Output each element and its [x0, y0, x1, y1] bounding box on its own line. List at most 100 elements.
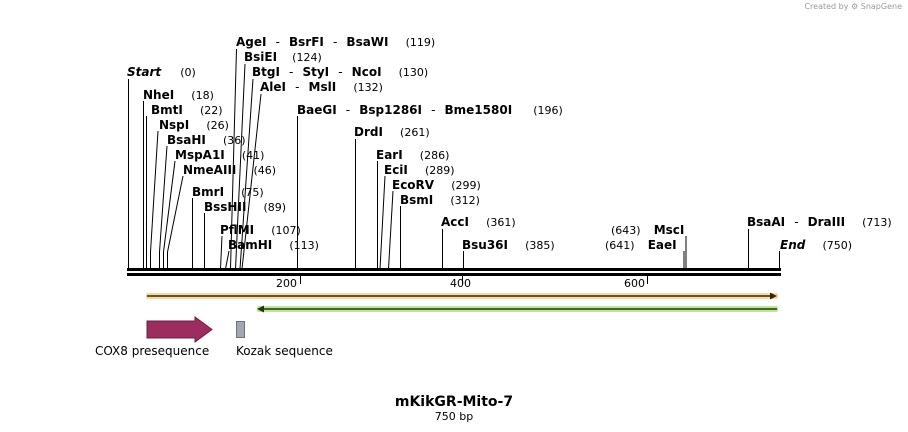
site-agei-sep-1: -: [276, 35, 280, 49]
site-pflmi-pos: (107): [271, 224, 301, 237]
site-bsu36i-name: Bsu36I: [462, 238, 508, 252]
site-bamhi[interactable]: BamHI (113): [228, 234, 319, 253]
site-drdi-name: DrdI: [354, 125, 383, 139]
snapgene-logo-icon: ⚙: [851, 2, 859, 11]
site-ecorv-name: EcoRV: [392, 178, 435, 192]
leader-btgi: [239, 78, 254, 270]
site-btgi-sep-2: -: [338, 65, 342, 79]
site-bamhi-pos: (113): [289, 239, 319, 252]
tick-label-400: 400: [450, 277, 471, 290]
site-start-name: Start: [127, 65, 162, 79]
site-alei-pos: (132): [353, 81, 383, 94]
site-drdi[interactable]: DrdI (261): [354, 121, 430, 140]
site-agei-pos: (119): [406, 36, 436, 49]
site-bmti-name: BmtI: [151, 103, 183, 117]
feature-cox8-presequence[interactable]: COX8 presequence: [95, 316, 213, 358]
site-nhei[interactable]: NheI (18): [143, 84, 214, 103]
map-length: 750 bp: [435, 410, 473, 423]
site-mspa1i-pos: (41): [242, 149, 265, 162]
site-leader-lines: [128, 48, 780, 270]
site-nmeaiii[interactable]: NmeAIII (46): [183, 159, 276, 178]
site-bsmi[interactable]: BsmI (312): [400, 189, 480, 208]
leader-bsiei: [235, 63, 246, 270]
sequence-backbone: [127, 268, 781, 276]
site-baegi-name-2: Bsp1286I: [359, 103, 422, 117]
site-bsu36i[interactable]: Bsu36I (385): [462, 234, 555, 253]
site-bsaai-sep: -: [794, 215, 798, 229]
site-bmti[interactable]: BmtI (22): [151, 99, 223, 118]
site-bsahi[interactable]: BsaHI (36): [167, 129, 246, 148]
site-bsaai-pos: (713): [862, 216, 892, 229]
site-bsshii-pos: (89): [264, 201, 287, 214]
site-ecii-name: EciI: [384, 163, 408, 177]
credit-brand: SnapGene: [860, 2, 902, 11]
site-eaei[interactable]: (641) EaeI: [605, 234, 677, 253]
leader-agei: [230, 48, 237, 270]
site-end-pos: (750): [822, 239, 852, 252]
backbone-bottom-strand: [127, 273, 781, 276]
site-bsahi-pos: (36): [223, 134, 246, 147]
site-bsshii[interactable]: BssHII (89): [204, 196, 286, 215]
site-agei-sep-2: -: [333, 35, 337, 49]
site-eari-pos: (286): [420, 149, 450, 162]
site-acci[interactable]: AccI (361): [441, 211, 516, 230]
site-btgi-name-2: StyI: [302, 65, 329, 79]
site-start[interactable]: Start (0): [127, 61, 196, 80]
site-eari[interactable]: EarI (286): [376, 144, 449, 163]
site-drdi-pos: (261): [400, 126, 430, 139]
site-btgi-pos: (130): [399, 66, 429, 79]
tick-label-600: 600: [624, 277, 645, 290]
green-strand[interactable]: [257, 305, 778, 313]
site-msci-pos: (643): [611, 224, 641, 237]
site-baegi-name-1: BaeGI: [297, 103, 337, 117]
site-end[interactable]: End (750): [780, 234, 852, 253]
site-bmti-pos: (22): [200, 104, 223, 117]
snapgene-credit: Created by ⚙ SnapGene: [804, 2, 902, 11]
site-alei-sep: -: [295, 80, 299, 94]
site-bsaai-name-1: BsaAI: [747, 215, 785, 229]
backbone-top-strand: [127, 268, 781, 271]
site-bsiei[interactable]: BsiEI (124): [244, 46, 322, 65]
site-bsahi-name: BsaHI: [167, 133, 206, 147]
site-acci-name: AccI: [441, 215, 469, 229]
site-msci-name: MscI: [654, 223, 685, 237]
site-bamhi-name: BamHI: [228, 238, 272, 252]
site-bsu36i-pos: (385): [525, 239, 555, 252]
site-nmeaiii-pos: (46): [253, 164, 276, 177]
site-bmri[interactable]: BmrI (75): [192, 181, 264, 200]
site-baegi-sep-2: -: [431, 103, 435, 117]
kozak-label: Kozak sequence: [236, 344, 333, 358]
site-eaei-name: EaeI: [648, 238, 677, 252]
site-baegi[interactable]: BaeGI - Bsp1286I - Bme1580I (196): [297, 99, 563, 118]
site-bmri-pos: (75): [241, 186, 264, 199]
site-msci[interactable]: (643) MscI: [611, 219, 684, 238]
leader-nmeaiii: [167, 175, 184, 253]
site-nspi-pos: (26): [206, 119, 229, 132]
site-bsmi-name: BsmI: [400, 193, 433, 207]
ruler-ticks: 200 400 600: [276, 276, 648, 290]
site-ecorv[interactable]: EcoRV (299): [392, 174, 481, 193]
site-bsiei-pos: (124): [292, 51, 322, 64]
site-nspi[interactable]: NspI (26): [159, 114, 229, 133]
site-bsiei-name: BsiEI: [244, 50, 277, 64]
feature-kozak-sequence[interactable]: Kozak sequence: [236, 321, 333, 359]
site-eaei-pos: (641): [605, 239, 635, 252]
site-nspi-name: NspI: [159, 118, 189, 132]
site-alei[interactable]: AleI - MslI (132): [260, 76, 383, 95]
leader-alei: [241, 93, 262, 270]
leader-bamhi: [225, 250, 230, 270]
site-agei[interactable]: AgeI - BsrFI - BsaWI (119): [236, 31, 435, 50]
site-mspa1i-name: MspA1I: [175, 148, 225, 162]
site-pflmi[interactable]: PflMI (107): [220, 219, 301, 238]
site-bsaai[interactable]: BsaAI - DraIII (713): [747, 211, 892, 230]
site-btgi-name-3: NcoI: [352, 65, 382, 79]
site-agei-name-1: AgeI: [236, 35, 266, 49]
site-btgi[interactable]: BtgI - StyI - NcoI (130): [252, 61, 428, 80]
orange-strand[interactable]: [146, 292, 778, 300]
site-mspa1i[interactable]: MspA1I (41): [175, 144, 264, 163]
orange-strand-arrowhead: [770, 292, 777, 300]
leader-ecorv: [388, 190, 394, 270]
site-acci-pos: (361): [486, 216, 516, 229]
site-ecii[interactable]: EciI (289): [384, 159, 455, 178]
